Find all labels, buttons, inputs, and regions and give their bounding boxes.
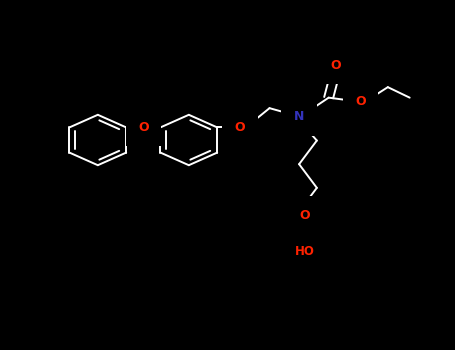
Text: O: O bbox=[138, 121, 149, 134]
Text: O: O bbox=[330, 58, 341, 72]
Text: N: N bbox=[294, 110, 304, 124]
Text: HO: HO bbox=[294, 245, 314, 258]
Text: O: O bbox=[235, 121, 245, 134]
Text: O: O bbox=[355, 94, 366, 108]
Text: O: O bbox=[299, 209, 310, 222]
